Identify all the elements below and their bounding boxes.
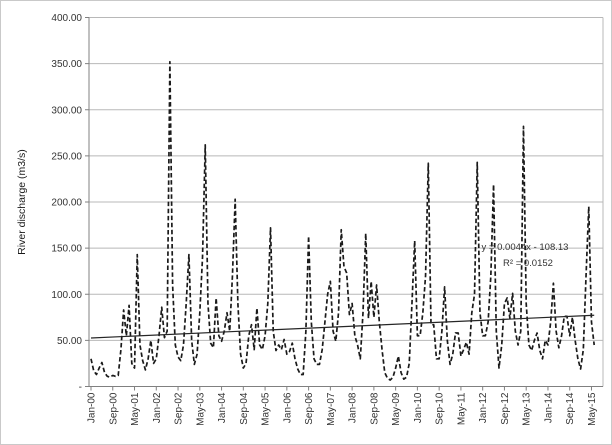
y-tick-label: 150.00	[51, 244, 82, 255]
y-tick-label: 50.00	[57, 336, 82, 347]
x-tick-label: May-07	[326, 392, 337, 426]
data-series-layer	[90, 60, 596, 381]
x-tick-label: May-01	[130, 392, 141, 426]
y-axis-title: River discharge (m3/s)	[16, 149, 28, 255]
x-tick-label: Jan-06	[282, 392, 293, 423]
x-tick-label: Jan-00	[87, 392, 98, 423]
x-tick-label: Jan-12	[478, 392, 489, 423]
y-tick-label: 400.00	[51, 13, 82, 24]
x-tick-label: Sep-00	[108, 392, 119, 425]
x-tick-label: Jan-02	[152, 392, 163, 423]
x-tick-label: Sep-04	[239, 392, 250, 425]
x-axis-tick-labels: Jan-00 Sep-00 May-01 Jan-02 Sep-02 May-03 Jan-…	[87, 392, 598, 426]
y-tick-label: 250.00	[51, 151, 82, 162]
x-tick-label: Jan-04	[217, 392, 228, 423]
y-tick-label: 200.00	[51, 198, 82, 209]
x-tick-label: Sep-02	[174, 392, 185, 425]
x-tick-label: Jan-14	[543, 392, 554, 423]
gridlines	[89, 17, 604, 387]
x-tick-label: May-05	[261, 392, 272, 426]
x-tick-label: Sep-06	[304, 392, 315, 425]
trendline-r-squared-label: R² = 0.0152	[503, 258, 553, 269]
x-tick-label: Sep-14	[565, 392, 576, 425]
y-tick-label: -	[79, 382, 82, 393]
trendline	[90, 314, 595, 339]
x-tick-label: May-11	[456, 392, 467, 425]
trendline-equation-label: y = 0.0044x - 108.13	[482, 242, 569, 253]
x-tick-label: May-13	[522, 392, 533, 426]
discharge-series-line	[90, 60, 596, 381]
y-tick-label: 350.00	[51, 59, 82, 70]
y-axis-tick-labels: 400.00 350.00 300.00 250.00 200.00 150.00 100.…	[51, 13, 82, 393]
x-tick-label: Sep-08	[369, 392, 380, 425]
y-tick-label: 100.00	[51, 290, 82, 301]
x-tick-label: May-09	[391, 392, 402, 426]
x-tick-label: Jan-10	[413, 392, 424, 423]
x-tick-label: Sep-10	[435, 392, 446, 425]
x-tick-label: May-03	[195, 392, 206, 426]
x-tick-label: Jan-08	[348, 392, 359, 423]
axes	[85, 17, 603, 391]
y-tick-label: 300.00	[51, 105, 82, 116]
x-tick-label: Sep-12	[500, 392, 511, 425]
x-tick-label: May-15	[587, 392, 598, 426]
